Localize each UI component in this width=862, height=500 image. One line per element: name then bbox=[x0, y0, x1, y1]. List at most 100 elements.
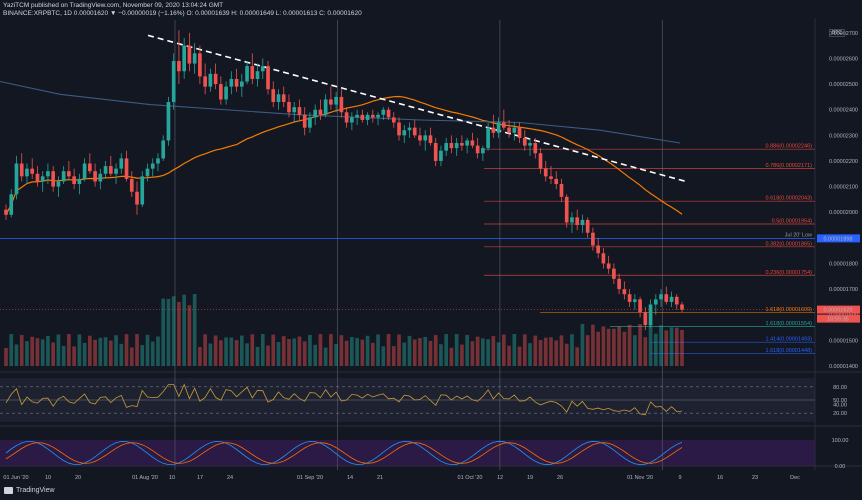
countdown-bg bbox=[817, 314, 860, 323]
volume-bar bbox=[239, 335, 244, 366]
volume-bar bbox=[114, 335, 118, 366]
volume-bar bbox=[103, 337, 108, 366]
candle-body bbox=[313, 109, 318, 118]
y-tick-label: 0.00002000 bbox=[829, 210, 858, 216]
candle-body bbox=[213, 73, 218, 85]
volume-bar bbox=[376, 334, 380, 366]
volume-bar bbox=[486, 339, 490, 366]
volume-bar bbox=[397, 334, 401, 366]
volume-bar bbox=[407, 335, 412, 366]
candle-body bbox=[470, 140, 475, 146]
volume-bar bbox=[313, 344, 318, 366]
moving-average-200 bbox=[0, 80, 681, 144]
volume-bar bbox=[334, 344, 338, 366]
candle-body bbox=[496, 122, 501, 133]
volume-bar bbox=[454, 334, 459, 366]
volume-bar bbox=[653, 333, 658, 366]
candle-body bbox=[575, 217, 580, 226]
volume-bar bbox=[292, 338, 297, 366]
volume-bar bbox=[391, 346, 396, 366]
descending-trendline bbox=[147, 34, 687, 183]
fib-level-label: 1.414(0.00001493) bbox=[766, 337, 813, 343]
candle-body bbox=[124, 158, 129, 179]
volume-bar bbox=[549, 337, 553, 366]
y-tick-label: 0.00002600 bbox=[829, 56, 858, 62]
x-tick-label: 16 bbox=[717, 475, 723, 481]
volume-bar bbox=[135, 334, 139, 366]
volume-bar bbox=[664, 330, 669, 366]
candle-body bbox=[61, 171, 66, 182]
fib-level-label: 1.618(0.00001609) bbox=[766, 307, 813, 313]
candle-body bbox=[297, 107, 302, 115]
volume-bar bbox=[496, 342, 501, 366]
x-tick-label: 24 bbox=[227, 475, 233, 481]
volume-bar bbox=[208, 343, 213, 366]
candle-body bbox=[302, 114, 307, 128]
candle-body bbox=[617, 278, 621, 290]
candle-body bbox=[224, 86, 228, 100]
candle-body bbox=[538, 153, 543, 169]
rsi-line bbox=[5, 383, 683, 416]
volume-bar bbox=[606, 328, 611, 366]
x-tick-label: 12 bbox=[497, 475, 503, 481]
candle-body bbox=[491, 127, 496, 133]
candle-body bbox=[365, 114, 370, 120]
candle-body bbox=[418, 135, 422, 141]
candle-body bbox=[4, 209, 8, 215]
volume-bar bbox=[192, 294, 197, 366]
candle-body bbox=[397, 122, 401, 136]
candle-body bbox=[669, 296, 674, 302]
y-tick-label: 0.00002100 bbox=[829, 185, 858, 191]
support-price-badge: 0.00001898 bbox=[823, 236, 852, 242]
candle-body bbox=[276, 94, 281, 103]
volume-bar bbox=[255, 346, 260, 366]
candle-body bbox=[108, 166, 113, 174]
volume-bar bbox=[224, 337, 228, 366]
candle-body bbox=[329, 99, 333, 105]
tradingview-brand[interactable]: TradingView bbox=[4, 487, 55, 494]
volume-bar bbox=[93, 339, 97, 366]
candle-body bbox=[559, 184, 564, 197]
volume-bar bbox=[234, 340, 239, 366]
candle-body bbox=[580, 219, 585, 226]
candle-body bbox=[449, 143, 454, 149]
rsi-tick-label: 50.00 bbox=[833, 398, 847, 404]
volume-bar bbox=[669, 327, 674, 366]
volume-bar bbox=[533, 335, 538, 366]
candle-body bbox=[633, 299, 637, 302]
candle-body bbox=[98, 173, 103, 182]
candle-body bbox=[198, 53, 202, 77]
x-tick-label: 21 bbox=[377, 475, 383, 481]
candle-body bbox=[9, 194, 14, 215]
volume-bar bbox=[470, 341, 475, 366]
x-tick-label: 01 Aug '20 bbox=[132, 475, 158, 481]
volume-bar bbox=[370, 342, 375, 366]
candle-body bbox=[103, 166, 108, 174]
volume-bar bbox=[19, 335, 24, 366]
volume-bar bbox=[82, 342, 87, 366]
volume-bar bbox=[570, 334, 574, 366]
volume-bar bbox=[77, 334, 82, 366]
candle-body bbox=[355, 114, 359, 118]
candle-body bbox=[601, 253, 606, 264]
candle-body bbox=[596, 245, 600, 254]
volume-bar bbox=[501, 334, 506, 366]
volume-bar bbox=[381, 346, 386, 366]
stoch-tick-label: 0.00 bbox=[835, 464, 846, 470]
fib-level-label: 0.382(0.00001865) bbox=[766, 241, 813, 247]
volume-bar bbox=[465, 334, 469, 366]
candle-body bbox=[229, 78, 234, 87]
volume-bar bbox=[287, 339, 291, 366]
candle-body bbox=[318, 109, 323, 115]
volume-bar bbox=[559, 335, 564, 366]
candle-body bbox=[638, 299, 642, 313]
volume-bar bbox=[156, 336, 160, 366]
volume-bar bbox=[177, 301, 181, 366]
volume-bar bbox=[449, 347, 454, 366]
volume-bar bbox=[638, 324, 642, 366]
volume-bar bbox=[648, 324, 653, 366]
currency-badge[interactable]: BTC bbox=[829, 29, 845, 37]
candle-body bbox=[281, 94, 286, 103]
candle-body bbox=[350, 117, 354, 123]
